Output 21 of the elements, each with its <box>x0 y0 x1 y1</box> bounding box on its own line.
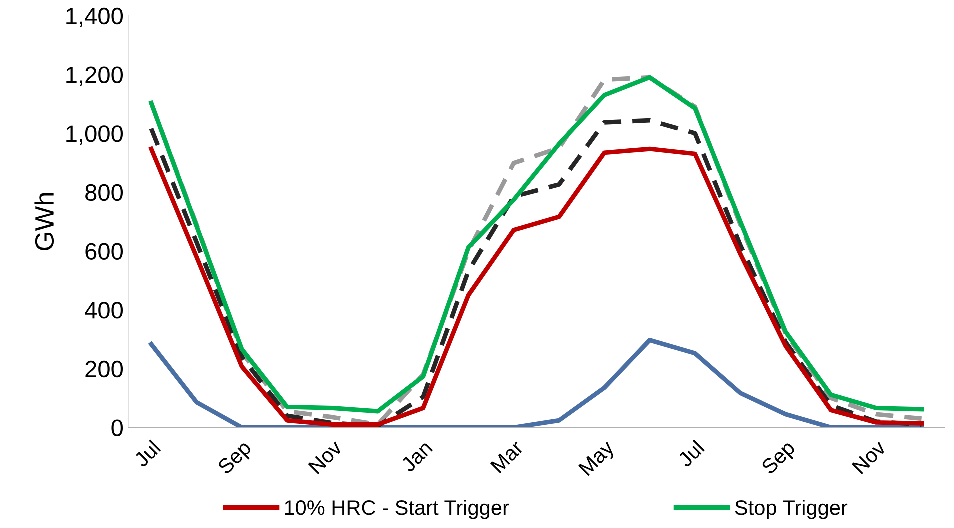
y-tick-label: 200 <box>86 360 124 378</box>
x-tick-label: May <box>578 439 618 480</box>
y-axis-title: GWh <box>34 193 54 250</box>
x-tick-label: Nov <box>308 439 344 475</box>
x-tick-label: Sep <box>216 440 256 478</box>
y-tick-label: 600 <box>86 243 124 260</box>
line-series <box>149 338 924 428</box>
x-tick-label: Jul <box>132 440 162 468</box>
x-tick-label: Mar <box>490 440 525 474</box>
y-tick-label: 1,200 <box>66 66 124 86</box>
legend-label: Stop Trigger <box>735 500 848 520</box>
y-tick-label: 1,000 <box>66 126 124 146</box>
y-tick-label: 400 <box>85 302 124 319</box>
x-tick-label: Jan <box>400 440 434 474</box>
x-tick-label: Jul <box>676 440 706 468</box>
legend-label: 10% HRC - Start Trigger <box>285 500 510 520</box>
x-tick-label: Sep <box>760 440 799 478</box>
y-tick-label: 800 <box>86 184 124 202</box>
y-tick-label: 0 <box>112 420 124 436</box>
x-tick-label: Nov <box>852 439 888 475</box>
y-tick-label: 1,400 <box>66 8 124 28</box>
